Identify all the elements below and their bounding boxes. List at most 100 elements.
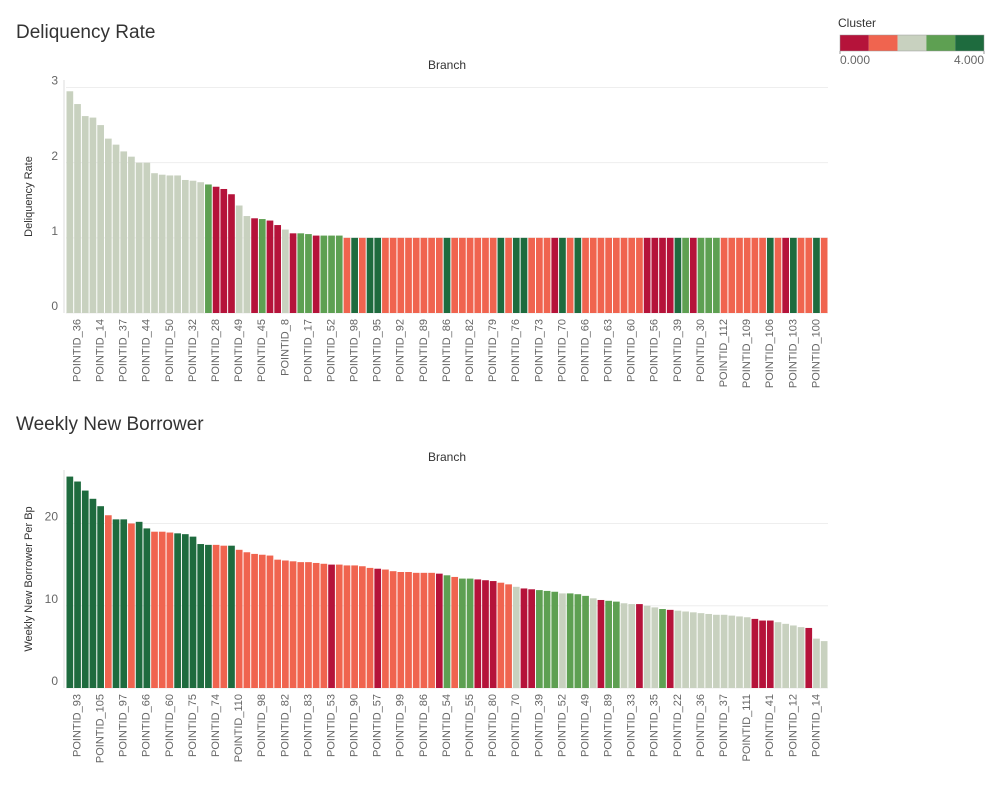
bar [158, 531, 166, 688]
x-tick-label: POINTID_89 [603, 694, 615, 757]
bar [81, 490, 89, 688]
x-tick-label: POINTID_14 [95, 319, 107, 382]
bar [382, 237, 389, 313]
x-tick-label: POINTID_17 [302, 319, 314, 382]
bar [797, 627, 805, 688]
bar [420, 237, 428, 313]
bar [589, 237, 597, 313]
bar [674, 610, 682, 688]
bar [482, 237, 489, 313]
x-tick-label: POINTID_86 [418, 694, 430, 757]
bar [512, 586, 520, 688]
bar [643, 605, 651, 688]
bar [636, 237, 643, 313]
bar [697, 237, 705, 313]
bar [628, 237, 636, 313]
x-tick-label: POINTID_55 [464, 694, 476, 757]
bar [335, 235, 343, 313]
x-tick-label: POINTID_57 [372, 694, 384, 757]
bar [805, 237, 813, 313]
bar [474, 579, 482, 688]
x-tick-label: POINTID_73 [533, 319, 545, 382]
bar [605, 600, 612, 688]
bar [266, 220, 274, 313]
bar [751, 618, 759, 688]
legend-swatch [868, 35, 898, 51]
bar [628, 604, 636, 688]
x-tick-label: POINTID_39 [533, 694, 545, 757]
bar [220, 188, 228, 313]
bar [235, 549, 243, 688]
bar [720, 614, 728, 688]
bar [212, 186, 220, 313]
x-tick-label: POINTID_93 [71, 694, 83, 757]
bar [443, 575, 451, 688]
bar [343, 565, 351, 688]
bar [166, 532, 174, 688]
x-tick-label: POINTID_98 [349, 319, 361, 382]
x-tick-label: POINTID_36 [695, 694, 707, 757]
bar [120, 519, 128, 688]
bar [559, 237, 566, 313]
bar [520, 237, 528, 313]
bar [251, 553, 258, 688]
bar [220, 545, 228, 688]
bar [728, 615, 736, 688]
bar [328, 564, 335, 688]
bar [466, 578, 474, 688]
x-tick-label: POINTID_54 [441, 694, 453, 757]
x-tick-label: POINTID_89 [418, 319, 430, 382]
bar [582, 595, 589, 688]
bar [81, 116, 89, 313]
x-tick-label: POINTID_70 [556, 319, 568, 382]
x-tick-label: POINTID_45 [256, 319, 268, 382]
bar [736, 237, 743, 313]
x-tick-label: POINTID_52 [556, 694, 568, 757]
bar [297, 233, 305, 313]
bar [151, 531, 158, 688]
bar [143, 162, 151, 313]
x-tick-label: POINTID_86 [441, 319, 453, 382]
bar [636, 604, 643, 688]
bar [297, 562, 305, 688]
x-tick-label: POINTID_60 [626, 319, 638, 382]
bar [713, 237, 720, 313]
column-header: Branch [428, 450, 466, 464]
bar [597, 237, 605, 313]
bar [489, 237, 497, 313]
bar [389, 237, 397, 313]
bar [459, 237, 466, 313]
bar [104, 138, 112, 313]
bar [528, 589, 536, 688]
chart-title: Deliquency Rate [16, 22, 155, 43]
bar [574, 594, 582, 688]
bar [135, 521, 143, 688]
bar [451, 576, 459, 688]
bar [451, 237, 459, 313]
bar [151, 173, 158, 313]
bar [620, 237, 628, 313]
bar [289, 561, 297, 688]
bar [320, 235, 328, 313]
x-tick-label: POINTID_100 [810, 319, 822, 388]
bar [212, 544, 220, 688]
bar [328, 235, 335, 313]
bar [97, 506, 104, 688]
bar [466, 237, 474, 313]
bar [782, 623, 790, 688]
bar [682, 611, 689, 688]
bar [674, 237, 682, 313]
bar [666, 237, 674, 313]
bar [605, 237, 612, 313]
bar [266, 555, 274, 688]
x-tick-label: POINTID_111 [741, 694, 753, 761]
x-tick-label: POINTID_99 [395, 694, 407, 757]
y-tick-label: 20 [45, 510, 59, 524]
x-tick-label: POINTID_30 [695, 319, 707, 382]
x-tick-label: POINTID_109 [741, 319, 753, 388]
bar [74, 481, 81, 688]
x-tick-label: POINTID_98 [256, 694, 268, 757]
x-tick-label: POINTID_90 [349, 694, 361, 757]
x-tick-label: POINTID_92 [395, 319, 407, 382]
x-tick-label: POINTID_66 [579, 319, 591, 382]
